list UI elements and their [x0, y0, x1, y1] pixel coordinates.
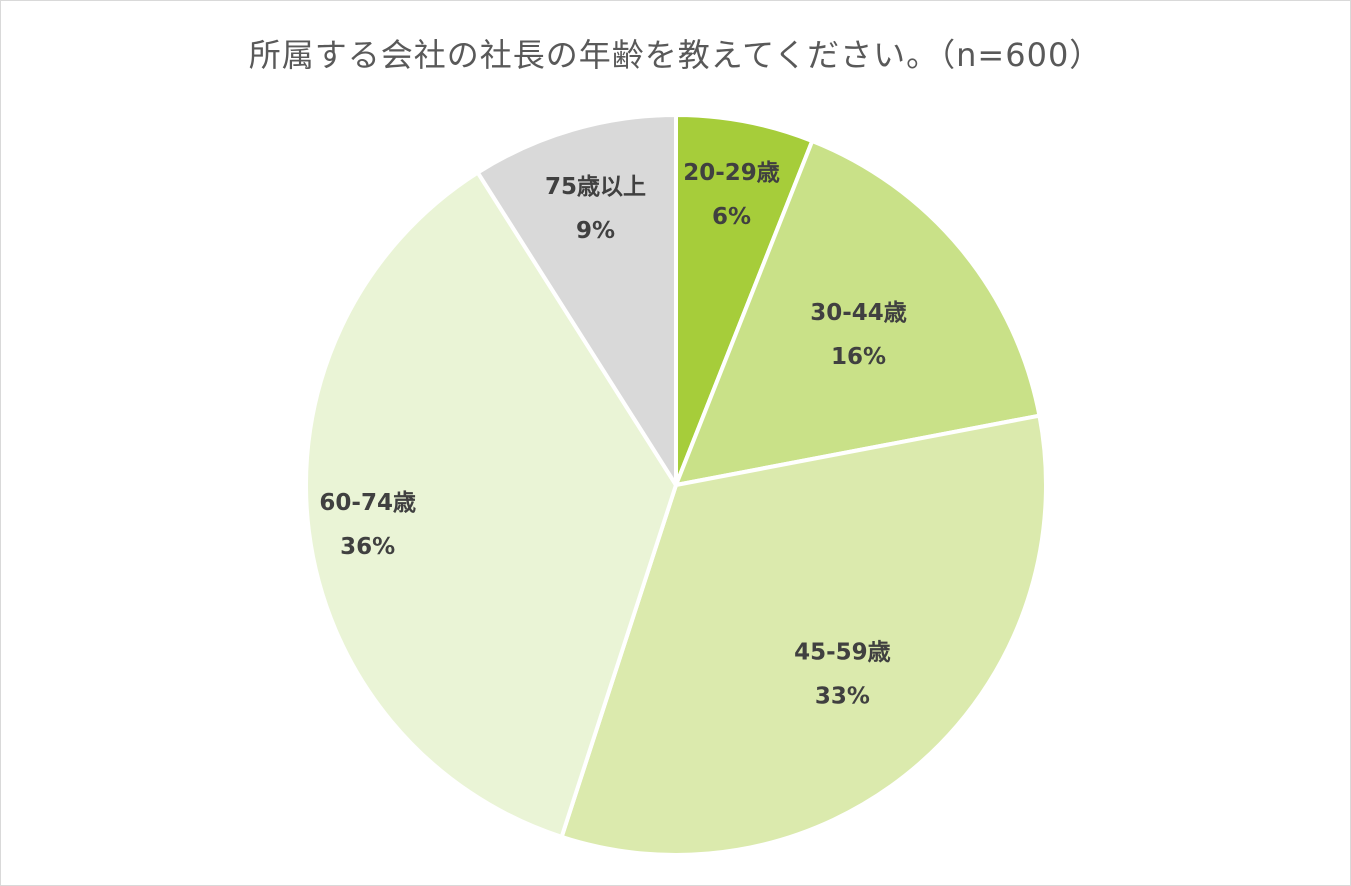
pie-slices: [304, 113, 1048, 857]
pie-labels: 20-29歳 6% 30-44歳 16% 45-59歳 33% 60-74歳 36% 75歳以上…: [319, 160, 906, 710]
pie-slice-1: [674, 113, 815, 487]
slice-value-label: 33%: [815, 684, 870, 710]
pie-slice-3: [559, 413, 1048, 857]
slice-value-label: 36%: [340, 534, 395, 560]
slice-value-label: 9%: [576, 218, 615, 244]
pie-slice-5: [475, 113, 678, 487]
pie-slice-2: [674, 138, 1042, 487]
chart-title: 所属する会社の社長の年齢を教えてください。（n=600）: [248, 36, 1103, 74]
slice-category-label: 20-29歳: [683, 160, 780, 186]
slice-category-label: 75歳以上: [545, 174, 646, 200]
slice-category-label: 60-74歳: [319, 490, 416, 516]
pie-slice-4: [304, 170, 678, 839]
slice-value-label: 16%: [831, 344, 886, 370]
slice-category-label: 45-59歳: [794, 640, 891, 666]
slice-category-label: 30-44歳: [810, 300, 907, 326]
slice-value-label: 6%: [712, 204, 751, 230]
